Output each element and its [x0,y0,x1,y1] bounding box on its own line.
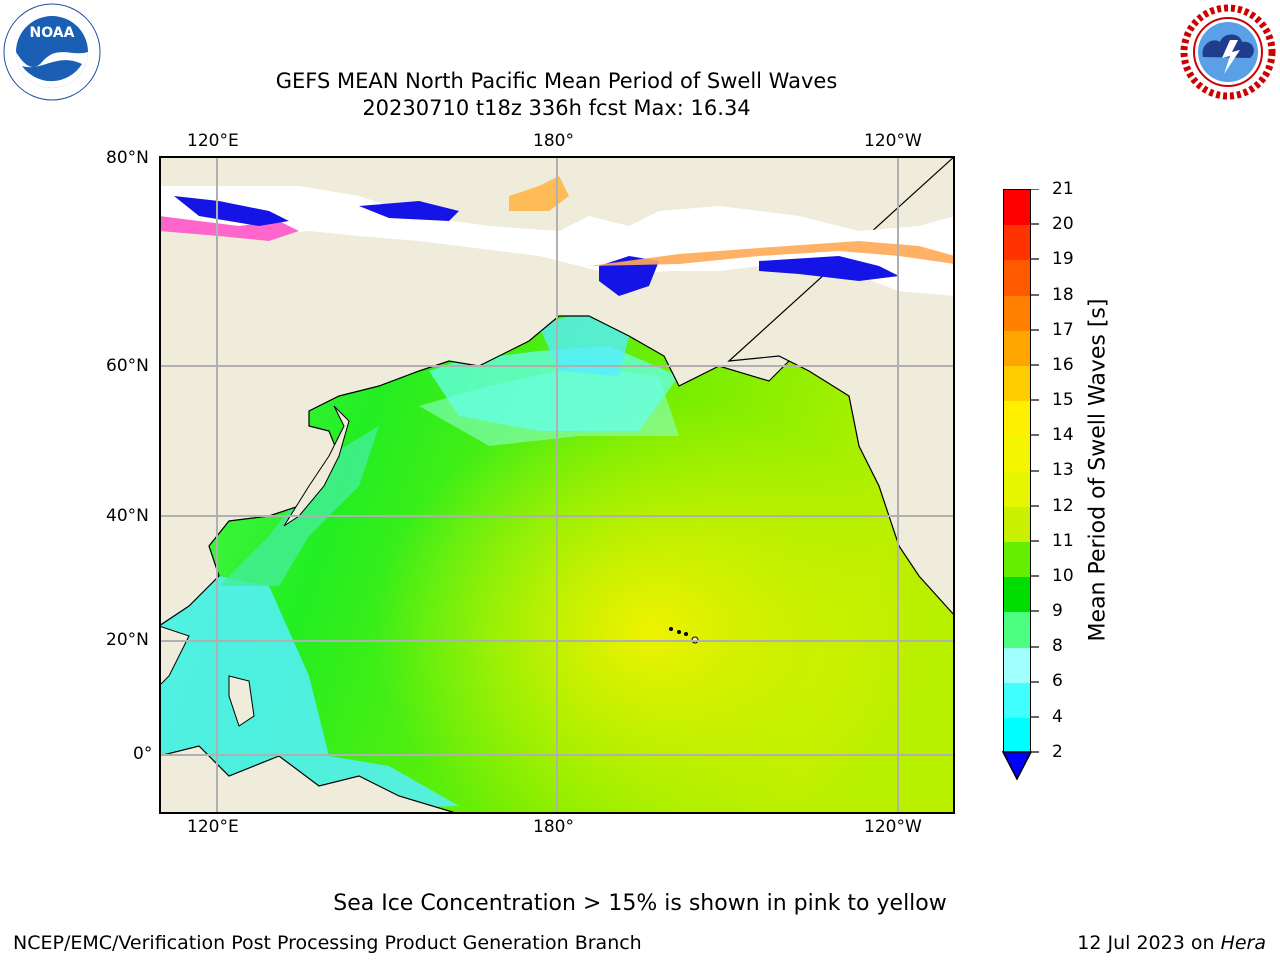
footer-date: 12 Jul 2023 on [1077,932,1221,954]
cb-tick-2: 2 [1052,742,1063,762]
x-tick-bottom-180: 180° [533,817,574,837]
x-tick-top-120w: 120°W [864,131,922,151]
cb-tick-16: 16 [1052,355,1074,375]
cb-tick-18: 18 [1052,285,1074,305]
y-tick-20n: 20°N [106,630,149,650]
graticule [159,156,955,814]
cb-tick-14: 14 [1052,425,1074,445]
footer-left: NCEP/EMC/Verification Post Processing Pr… [13,932,642,954]
colorbar-label: Mean Period of Swell Waves [s] [1085,298,1111,642]
chart-title-line1: GEFS MEAN North Pacific Mean Period of S… [275,69,838,93]
cb-tick-19: 19 [1052,249,1074,269]
noaa-logo: NOAA [2,2,102,102]
chart-title-line2: 20230710 t18z 336h fcst Max: 16.34 [362,96,751,120]
cb-tick-9: 9 [1052,601,1063,621]
map-panel [158,154,956,815]
cb-tick-10: 10 [1052,566,1074,586]
y-tick-80n: 80°N [106,148,149,168]
cb-tick-21: 21 [1052,179,1074,199]
x-tick-top-180: 180° [533,131,574,151]
cb-tick-8: 8 [1052,636,1063,656]
x-tick-bottom-120e: 120°E [187,817,239,837]
y-tick-60n: 60°N [106,356,149,376]
y-tick-0: 0° [133,744,153,764]
cb-tick-12: 12 [1052,496,1074,516]
x-tick-top-120e: 120°E [187,131,239,151]
y-tick-40n: 40°N [106,506,149,526]
footer-right: 12 Jul 2023 on Hera [1077,932,1266,954]
nws-logo [1178,2,1278,102]
noaa-logo-text: NOAA [30,25,75,41]
cb-tick-17: 17 [1052,320,1074,340]
colorbar-ticks: 21 20 19 18 17 16 15 14 13 12 11 10 9 8 … [1031,179,1091,769]
cb-tick-6: 6 [1052,671,1063,691]
cb-tick-13: 13 [1052,460,1074,480]
cb-tick-15: 15 [1052,390,1074,410]
cb-tick-4: 4 [1052,707,1063,727]
land-asia-arctic [158,155,956,628]
cb-tick-20: 20 [1052,214,1074,234]
cb-tick-11: 11 [1052,531,1074,551]
x-tick-bottom-120w: 120°W [864,817,922,837]
colorbar-under-triangle [1001,751,1033,781]
footer-machine: Hera [1220,932,1266,954]
sea-ice-note: Sea Ice Concentration > 15% is shown in … [333,891,947,916]
colorbar [1003,189,1031,753]
